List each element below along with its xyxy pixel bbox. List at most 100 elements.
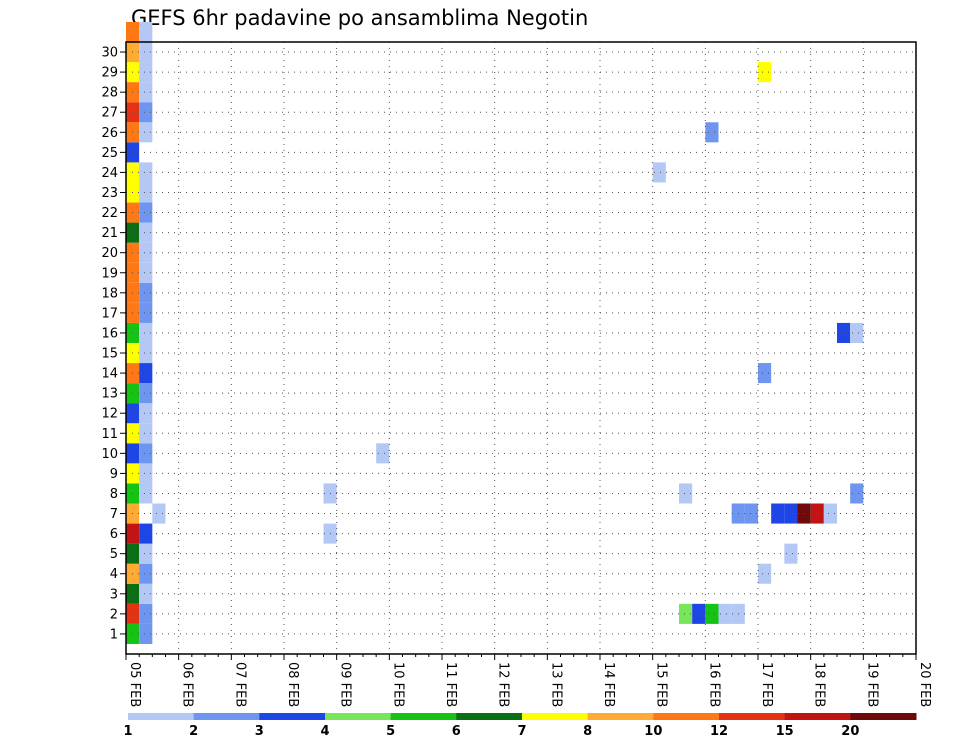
x-tick-label: 09 FEB (338, 662, 353, 707)
colorbar-swatch (456, 713, 523, 720)
x-tick-label: 13 FEB (548, 662, 563, 707)
heatmap-cell (139, 82, 153, 103)
heatmap-cell (139, 463, 153, 484)
colorbar-label: 5 (386, 724, 395, 739)
heatmap-cell (139, 122, 153, 143)
x-tick-label: 12 FEB (496, 662, 511, 707)
heatmap-cell (744, 503, 758, 524)
chart-title: GEFS 6hr padavine po ansamblima Negotin (131, 6, 589, 30)
heatmap-cell (758, 62, 772, 83)
y-tick-label: 11 (101, 427, 118, 442)
colorbar-label: 6 (452, 724, 461, 739)
colorbar-legend: 1 2 3 4 5 6 7 8 10 12 15 20 (123, 713, 917, 739)
colorbar-label: 20 (841, 724, 859, 739)
heatmap-cell (850, 322, 864, 343)
heatmap-cell (139, 162, 153, 183)
x-tick-label: 07 FEB (232, 662, 247, 707)
heatmap-cell (126, 21, 140, 42)
x-tick-label: 17 FEB (759, 662, 774, 707)
y-tick-label: 24 (101, 166, 118, 181)
heatmap-cell (139, 262, 153, 283)
heatmap-cell (139, 383, 153, 404)
colorbar-swatch (325, 713, 392, 720)
heatmap-cell (139, 102, 153, 123)
x-axis: 05 FEB 06 FEB 07 FEB 08 FEB 09 FEB 10 FEB 11 F… (125, 654, 932, 707)
y-tick-label: 14 (101, 367, 118, 382)
heatmap-cell (139, 322, 153, 343)
y-tick-label: 17 (101, 306, 118, 321)
heatmap-cell (139, 483, 153, 504)
y-tick-label: 4 (110, 567, 118, 582)
y-tick-label: 22 (101, 206, 118, 221)
heatmap-cell (850, 483, 864, 504)
heatmap-cell (139, 342, 153, 364)
y-tick-label: 13 (101, 387, 118, 402)
heatmap-cell (705, 603, 719, 624)
x-tick-label: 05 FEB (127, 662, 142, 707)
y-tick-label: 18 (101, 286, 118, 301)
y-tick-label: 23 (101, 186, 118, 201)
y-tick-label: 16 (101, 326, 118, 341)
heatmap-cell (139, 363, 153, 384)
heatmap-cell (771, 503, 785, 524)
x-tick-label: 14 FEB (601, 662, 616, 707)
colorbar-label: 4 (320, 724, 329, 739)
y-tick-label: 25 (101, 146, 118, 161)
colorbar-swatch (193, 713, 260, 720)
grid-lines (126, 42, 916, 655)
colorbar-swatch (719, 713, 786, 720)
colorbar-label: 8 (583, 724, 592, 739)
y-tick-label: 30 (101, 46, 118, 61)
heatmap-cell (139, 42, 153, 63)
y-tick-label: 5 (110, 547, 118, 562)
x-tick-label: 16 FEB (706, 662, 721, 707)
colorbar-label: 7 (517, 724, 526, 739)
y-tick-label: 26 (101, 126, 118, 141)
colorbar-label: 12 (710, 724, 728, 739)
heatmap-cell (758, 563, 772, 584)
y-tick-label: 20 (101, 246, 118, 261)
heatmap-cell (705, 122, 719, 143)
heatmap-cell (139, 222, 153, 243)
colorbar-swatch (259, 713, 326, 720)
y-tick-label: 19 (101, 266, 118, 281)
y-tick-label: 7 (110, 507, 118, 522)
heatmap-cell (758, 363, 772, 384)
x-tick-label: 08 FEB (285, 662, 300, 707)
y-tick-label: 1 (110, 627, 118, 642)
colorbar-swatch (390, 713, 457, 720)
heatmap-cell (139, 202, 153, 223)
heatmap-cell (810, 503, 824, 524)
heatmap-cell (139, 403, 153, 424)
heatmap-cell (139, 523, 153, 544)
y-tick-label: 12 (101, 407, 118, 422)
colorbar-label: 15 (776, 724, 794, 739)
heatmap-cell (152, 503, 166, 524)
heatmap-cell (139, 543, 153, 564)
heatmap-cell (679, 483, 693, 504)
heatmap-cell (837, 322, 851, 343)
colorbar-swatch (587, 713, 654, 720)
heatmap-cell (139, 282, 153, 303)
heatmap-cell (139, 603, 153, 624)
heatmap-cell (376, 443, 390, 464)
heatmap-cell (139, 443, 153, 464)
y-tick-label: 27 (101, 106, 118, 121)
heatmap-cell (139, 21, 153, 42)
colorbar-swatch (850, 713, 917, 720)
y-tick-label: 9 (110, 467, 118, 482)
heatmap-cell (139, 302, 153, 323)
y-tick-label: 29 (101, 66, 118, 81)
colorbar-swatch (522, 713, 589, 720)
x-tick-label: 06 FEB (180, 662, 195, 707)
heatmap-cell (139, 563, 153, 584)
y-tick-label: 8 (110, 487, 118, 502)
heatmap-cell (139, 623, 153, 644)
heatmap-cell (139, 182, 153, 203)
heatmap-cell (652, 162, 666, 183)
heatmap-cell (823, 503, 837, 524)
heatmap-cell (139, 583, 153, 604)
x-tick-label: 19 FEB (864, 662, 879, 707)
colorbar-swatch (653, 713, 720, 720)
